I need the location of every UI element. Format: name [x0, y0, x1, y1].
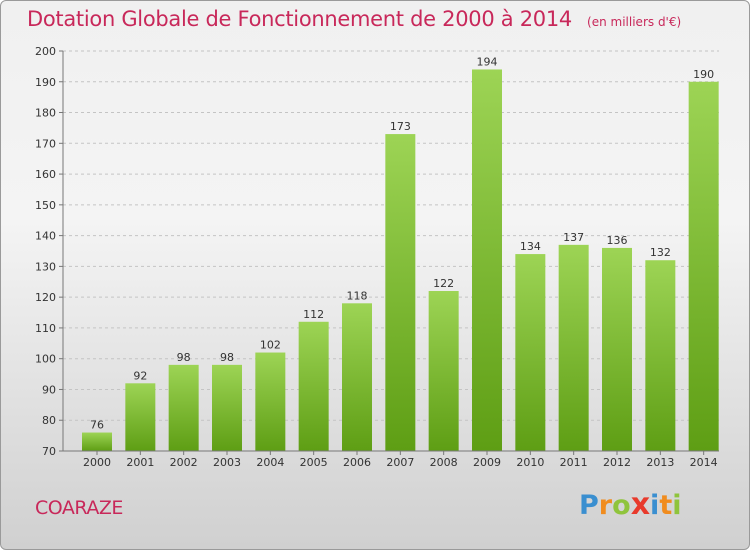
- data-label: 76: [90, 419, 104, 432]
- bar-2005: [298, 321, 329, 451]
- y-tick-label: 150: [35, 199, 56, 212]
- bar-2002: [168, 364, 199, 451]
- x-tick-label: 2013: [646, 456, 674, 469]
- commune-name: COARAZE: [35, 497, 123, 519]
- x-tick-label: 2000: [83, 456, 111, 469]
- bar-2009: [472, 69, 502, 451]
- x-tick-label: 2008: [430, 456, 458, 469]
- data-label: 98: [177, 351, 191, 364]
- x-tick-label: 2014: [690, 456, 718, 469]
- bar-2000: [82, 432, 112, 451]
- bar-2011: [558, 244, 589, 451]
- bar-2010: [515, 254, 546, 451]
- y-tick-label: 140: [35, 230, 56, 243]
- logo-letter: P: [579, 490, 599, 521]
- logo-letter: i: [650, 490, 660, 521]
- data-label: 98: [220, 351, 234, 364]
- data-label: 118: [347, 289, 368, 302]
- x-tick-label: 2003: [213, 456, 241, 469]
- y-tick-label: 70: [42, 445, 56, 458]
- x-tick-label: 2004: [256, 456, 284, 469]
- data-label: 134: [520, 240, 541, 253]
- logo-letter: x: [630, 487, 651, 522]
- data-label: 132: [650, 246, 671, 259]
- data-label: 136: [607, 234, 628, 247]
- bar-2004: [255, 352, 286, 451]
- data-label: 190: [693, 68, 714, 81]
- data-label: 92: [133, 369, 147, 382]
- x-tick-label: 2009: [473, 456, 501, 469]
- bar-2007: [385, 134, 416, 452]
- bar-2001: [125, 383, 156, 451]
- x-tick-label: 2002: [170, 456, 198, 469]
- chart-subtitle: (en milliers d'€): [587, 15, 682, 29]
- data-label: 112: [303, 308, 324, 321]
- logo-letter: o: [612, 490, 631, 521]
- y-tick-label: 90: [42, 383, 56, 396]
- bar-2003: [212, 364, 242, 451]
- y-tick-label: 200: [35, 45, 56, 58]
- y-tick-label: 80: [42, 414, 56, 427]
- proxiti-logo[interactable]: Proxiti: [579, 487, 682, 522]
- bar-2014: [688, 81, 719, 452]
- x-tick-label: 2012: [603, 456, 631, 469]
- y-tick-label: 120: [35, 291, 56, 304]
- y-tick-label: 180: [35, 107, 56, 120]
- x-tick-label: 2006: [343, 456, 371, 469]
- y-tick-label: 190: [35, 76, 56, 89]
- x-tick-label: 2011: [560, 456, 588, 469]
- data-label: 194: [477, 55, 498, 68]
- x-tick-label: 2005: [300, 456, 328, 469]
- data-label: 102: [260, 339, 281, 352]
- logo-letter: i: [672, 490, 682, 521]
- x-tick-label: 2010: [516, 456, 544, 469]
- bar-2012: [602, 247, 632, 451]
- logo-letter: t: [659, 490, 673, 521]
- y-tick-label: 110: [35, 322, 56, 335]
- x-tick-label: 2007: [386, 456, 414, 469]
- data-label: 122: [433, 277, 454, 290]
- y-tick-label: 170: [35, 137, 56, 150]
- bar-2013: [645, 260, 676, 451]
- data-label: 173: [390, 120, 411, 133]
- bar-2008: [428, 291, 459, 451]
- y-tick-label: 160: [35, 168, 56, 181]
- x-tick-label: 2001: [126, 456, 154, 469]
- y-tick-label: 130: [35, 260, 56, 273]
- title-row: Dotation Globale de Fonctionnement de 20…: [27, 7, 681, 31]
- chart-title: Dotation Globale de Fonctionnement de 20…: [27, 7, 572, 31]
- data-label: 137: [563, 231, 584, 244]
- logo-letter: r: [598, 490, 613, 521]
- y-tick-label: 100: [35, 353, 56, 366]
- bar-2006: [342, 303, 372, 451]
